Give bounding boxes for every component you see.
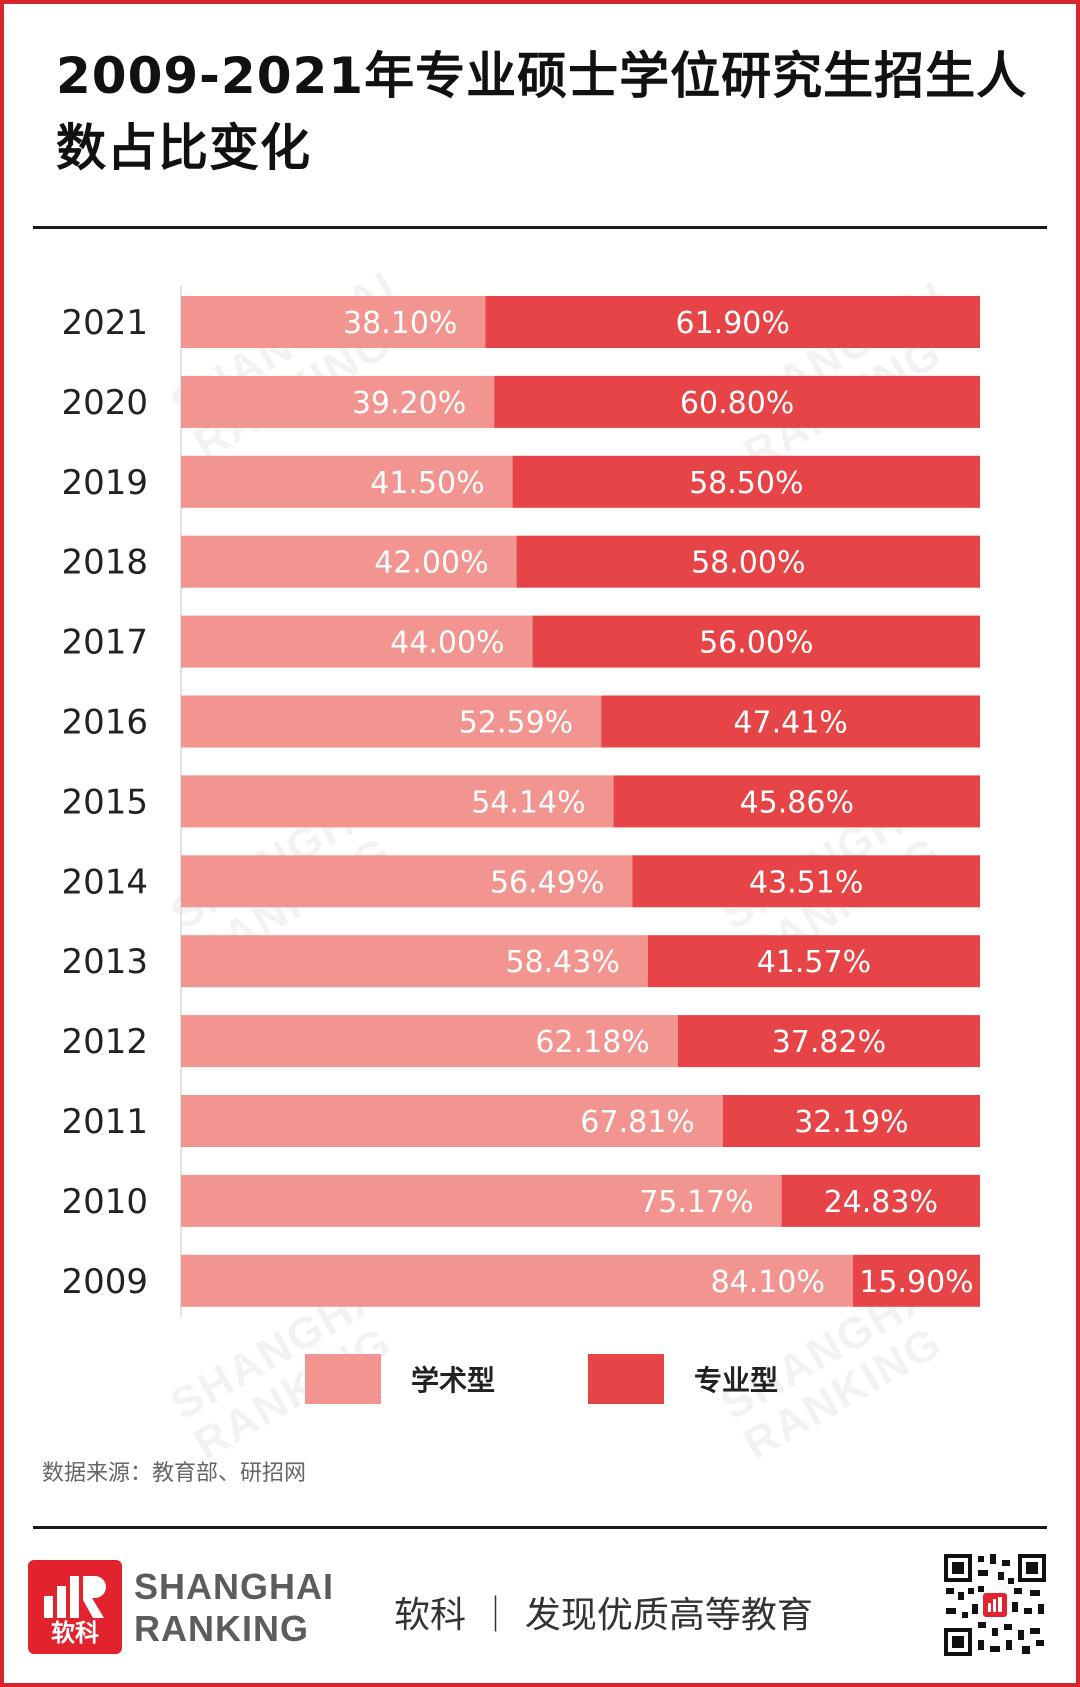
data-label-professional: 61.90% [676,306,790,341]
bottom-divider [33,1526,1047,1529]
bar-professional [516,535,980,588]
data-label-academic: 42.00% [374,546,488,581]
y-tick-label: 2014 [61,862,148,902]
data-label-academic: 84.10% [711,1265,825,1300]
shanghairanking-logo: 软科 [28,1560,122,1654]
slogan: 软科 ｜ 发现优质高等教育 [394,1595,813,1636]
y-tick-label: 2018 [61,543,148,583]
bar-professional [632,855,980,908]
y-tick-label: 2016 [61,703,148,743]
bar-academic [181,1254,853,1307]
data-label-professional: 56.00% [699,626,813,661]
data-label-academic: 58.43% [505,945,619,980]
bar-academic [181,1174,782,1227]
data-label-professional: 43.51% [749,865,863,900]
y-tick-label: 2009 [61,1262,148,1302]
y-tick-label: 2020 [61,383,148,423]
y-tick-label: 2021 [61,303,148,343]
logo-text: 软科 [51,1619,99,1647]
bar-academic [181,1015,678,1068]
bar-academic [181,535,517,588]
bar-academic [181,455,513,508]
data-label-academic: 52.59% [459,706,573,741]
logo-bars-icon [44,1576,106,1618]
chart-title: 2009-2021年专业硕士学位研究生招生人数占比变化 [56,47,1028,177]
bar-professional [512,455,980,508]
data-label-professional: 58.50% [689,466,803,501]
bar-professional [677,1015,980,1068]
data-label-academic: 56.49% [490,865,604,900]
data-source: 数据来源：教育部、研招网 [42,1461,307,1486]
y-tick-label: 2015 [61,782,148,822]
legend-item-academic: 学术型 [305,1354,495,1404]
bar-professional [613,775,980,828]
legend-item-professional: 专业型 [588,1354,778,1404]
bar-professional [722,1095,980,1147]
data-label-professional: 60.80% [680,386,794,421]
bar-academic [181,1095,723,1147]
data-label-professional: 15.90% [859,1265,973,1300]
data-label-professional: 41.57% [757,945,871,980]
data-label-professional: 45.86% [740,785,854,820]
bar-academic [181,935,648,988]
bar-professional [485,296,980,348]
y-tick-label: 2011 [61,1102,148,1142]
data-label-academic: 44.00% [390,626,504,661]
bar-professional [601,695,980,748]
bar-academic [181,775,614,828]
bar-professional [852,1254,980,1307]
bar-professional [647,935,980,988]
data-label-professional: 37.82% [772,1025,886,1060]
data-label-academic: 62.18% [535,1025,649,1060]
y-tick-label: 2013 [61,942,148,982]
bar-professional [781,1174,980,1227]
data-label-academic: 67.81% [580,1105,694,1140]
legend-label-professional: 专业型 [694,1364,779,1397]
qr-code-icon [942,1552,1048,1658]
bar-professional [494,375,980,428]
data-label-academic: 39.20% [352,386,466,421]
bar-academic [181,296,486,348]
data-label-professional: 47.41% [733,706,847,741]
brand-name: SHANGHAI RANKING [134,1566,335,1649]
y-tick-label: 2017 [61,623,148,663]
data-label-academic: 38.10% [343,306,457,341]
legend-swatch-academic [305,1354,381,1404]
y-tick-label: 2010 [61,1182,148,1222]
data-label-academic: 41.50% [370,466,484,501]
legend-swatch-professional [588,1354,664,1404]
data-label-academic: 75.17% [639,1185,753,1220]
bar-academic [181,615,533,668]
bar-professional [532,615,980,668]
data-label-professional: 32.19% [794,1105,908,1140]
y-tick-label: 2012 [61,1022,148,1062]
bar-academic [181,695,602,748]
data-label-professional: 24.83% [824,1185,938,1220]
data-label-academic: 54.14% [471,785,585,820]
bar-academic [181,855,633,908]
bar-academic [181,375,495,428]
legend-label-academic: 学术型 [411,1364,496,1397]
data-label-professional: 58.00% [691,546,805,581]
top-divider [33,226,1047,229]
y-tick-label: 2019 [61,463,148,503]
